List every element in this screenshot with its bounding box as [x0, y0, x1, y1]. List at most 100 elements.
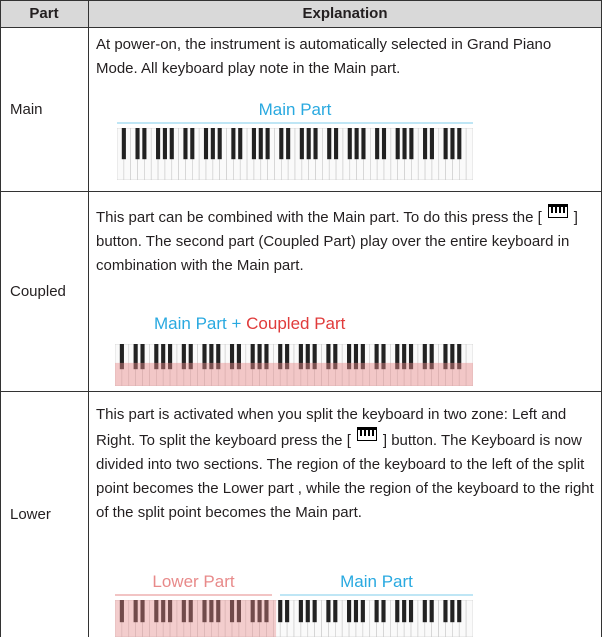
key	[298, 344, 303, 370]
key	[264, 344, 269, 370]
key	[312, 600, 317, 623]
key	[183, 128, 188, 160]
part-cell: Coupled	[10, 283, 66, 300]
key	[229, 344, 235, 370]
key	[299, 128, 304, 160]
key	[236, 600, 241, 623]
key	[408, 344, 414, 370]
key	[334, 128, 339, 160]
key	[250, 600, 255, 623]
key	[181, 600, 186, 623]
key	[279, 128, 284, 160]
key	[115, 600, 277, 637]
key	[429, 128, 434, 160]
key	[188, 600, 193, 623]
key	[423, 128, 428, 160]
key	[333, 600, 338, 623]
key	[381, 128, 387, 160]
part-label: Main Part	[154, 314, 227, 333]
key	[422, 600, 427, 623]
zone-line	[117, 122, 473, 124]
key	[181, 344, 186, 370]
key	[450, 600, 455, 623]
key	[168, 600, 173, 623]
key	[312, 344, 317, 370]
key	[133, 344, 138, 370]
key	[375, 128, 380, 160]
key	[285, 344, 290, 370]
key	[381, 600, 386, 623]
part-label: Lower Part	[152, 572, 235, 591]
key	[209, 600, 214, 623]
key	[298, 600, 303, 623]
key	[402, 128, 407, 160]
key	[140, 600, 145, 623]
key	[360, 600, 365, 623]
key	[457, 344, 462, 370]
key	[326, 344, 331, 370]
part-label: Coupled Part	[246, 314, 346, 333]
part-cell: Lower	[10, 506, 51, 523]
text: ] button. The second part (Coupled Part)…	[96, 209, 578, 274]
key	[443, 344, 448, 370]
plus: +	[231, 314, 242, 333]
key	[216, 600, 221, 623]
key	[265, 128, 270, 160]
key	[408, 600, 414, 623]
rule	[0, 391, 602, 392]
text: At power-on, the instrument is automatic…	[96, 36, 552, 77]
key	[250, 344, 255, 370]
key	[209, 344, 214, 370]
key	[381, 344, 386, 370]
key	[450, 128, 455, 160]
key	[374, 600, 379, 623]
key	[286, 128, 291, 160]
key	[135, 128, 140, 160]
key	[457, 128, 462, 160]
key	[305, 600, 310, 623]
key	[443, 128, 448, 160]
key	[257, 600, 262, 623]
key	[161, 344, 166, 370]
part-cell: Main	[10, 101, 43, 118]
key	[217, 128, 222, 160]
key	[450, 344, 455, 370]
key	[306, 128, 311, 160]
key	[395, 600, 400, 623]
key	[347, 600, 352, 623]
rule	[0, 191, 602, 192]
rule	[0, 0, 1, 637]
key	[115, 362, 473, 386]
key	[360, 344, 365, 370]
rule	[0, 27, 602, 28]
explanation: This part is activated when you split th…	[96, 403, 596, 525]
key	[395, 344, 400, 370]
keyboard-icon	[547, 204, 568, 218]
keyboard-icon	[356, 427, 377, 441]
key	[156, 128, 161, 160]
explanation: At power-on, the instrument is automatic…	[96, 33, 596, 81]
key	[162, 128, 167, 160]
key	[395, 128, 400, 160]
key	[203, 128, 209, 160]
key	[327, 128, 332, 160]
zone-line	[115, 594, 272, 596]
keyboard	[115, 600, 473, 637]
key	[161, 600, 166, 623]
key	[465, 600, 473, 637]
key	[238, 128, 243, 160]
key	[457, 600, 462, 623]
key	[202, 600, 207, 623]
key	[429, 600, 434, 623]
explanation: This part can be combined with the Main …	[96, 204, 596, 278]
key	[347, 128, 352, 160]
key	[285, 600, 290, 623]
zone-line	[280, 594, 473, 596]
key	[188, 344, 193, 370]
rule	[88, 0, 89, 637]
key	[202, 344, 207, 370]
key	[251, 128, 256, 160]
key	[231, 128, 236, 160]
part-label: Main Part	[258, 100, 332, 119]
